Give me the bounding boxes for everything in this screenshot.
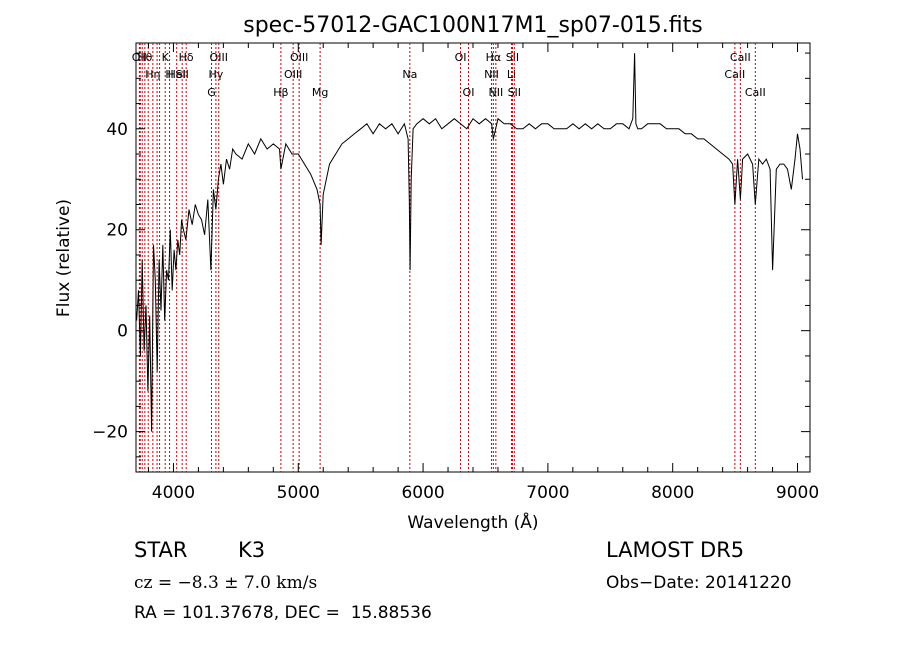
x-tick-label: 9000 — [776, 483, 819, 503]
marker-label: G — [207, 86, 216, 99]
axis-ticks: 4000 5000 6000 7000 8000 9000 −20 0 20 40 — [92, 43, 819, 503]
marker-label: SII — [175, 68, 188, 81]
marker-label: OII — [132, 51, 147, 64]
x-tick-label: 8000 — [651, 483, 694, 503]
chart-title: spec-57012-GAC100N17M1_sp07-015.fits — [243, 13, 703, 38]
x-tick-label: 7000 — [526, 483, 569, 503]
marker-label: NII — [488, 86, 503, 99]
marker-label: NII — [484, 68, 499, 81]
y-axis-label: Flux (relative) — [54, 199, 74, 317]
x-tick-label: 5000 — [277, 483, 320, 503]
y-tick-label: −20 — [92, 423, 128, 443]
observation-date: Obs−Date: 20141220 — [606, 573, 792, 593]
marker-label: Hβ — [273, 86, 288, 99]
marker-label: Hα — [486, 51, 502, 64]
y-tick-label: 40 — [106, 120, 128, 140]
marker-label: Hδ — [179, 51, 194, 64]
marker-label: K — [162, 51, 170, 64]
object-class: STAR — [134, 538, 188, 562]
marker-label: CaII — [724, 68, 745, 81]
marker-label: Na — [402, 68, 417, 81]
marker-label: Hη — [145, 68, 160, 81]
spectral-line-markers: OIIHθHηKHHeISIIHδGHγOIIIHβOIIIOIIIMgNaOI… — [132, 43, 766, 472]
marker-label: Hθ — [137, 51, 152, 64]
marker-label: HeI — [168, 68, 186, 81]
marker-label: CaII — [745, 86, 766, 99]
marker-label: OI — [455, 51, 467, 64]
marker-label: Hγ — [208, 68, 223, 81]
marker-label: OIII — [210, 51, 228, 64]
y-tick-label: 20 — [106, 221, 128, 241]
marker-label: Mg — [312, 86, 328, 99]
marker-label: CaII — [730, 51, 751, 64]
y-tick-label: 0 — [117, 322, 128, 342]
marker-label: Li — [507, 68, 516, 81]
x-axis-label: Wavelength (Å) — [407, 511, 538, 533]
marker-label: SII — [508, 86, 521, 99]
spectrum-line — [136, 53, 803, 432]
marker-label: OI — [463, 86, 475, 99]
marker-label: H — [165, 68, 173, 81]
marker-label: SII — [506, 51, 519, 64]
redshift-velocity: cz = −8.3 ± 7.0 km/s — [134, 573, 318, 593]
marker-label: OIII — [290, 51, 308, 64]
x-tick-label: 6000 — [401, 483, 444, 503]
marker-label: OIII — [284, 68, 302, 81]
survey-name: LAMOST DR5 — [606, 538, 745, 562]
plot-frame — [135, 42, 811, 473]
ra-dec-coordinates: RA = 101.37678, DEC = 15.88536 — [134, 603, 432, 623]
x-tick-label: 4000 — [152, 483, 195, 503]
subclass: K3 — [238, 538, 266, 562]
